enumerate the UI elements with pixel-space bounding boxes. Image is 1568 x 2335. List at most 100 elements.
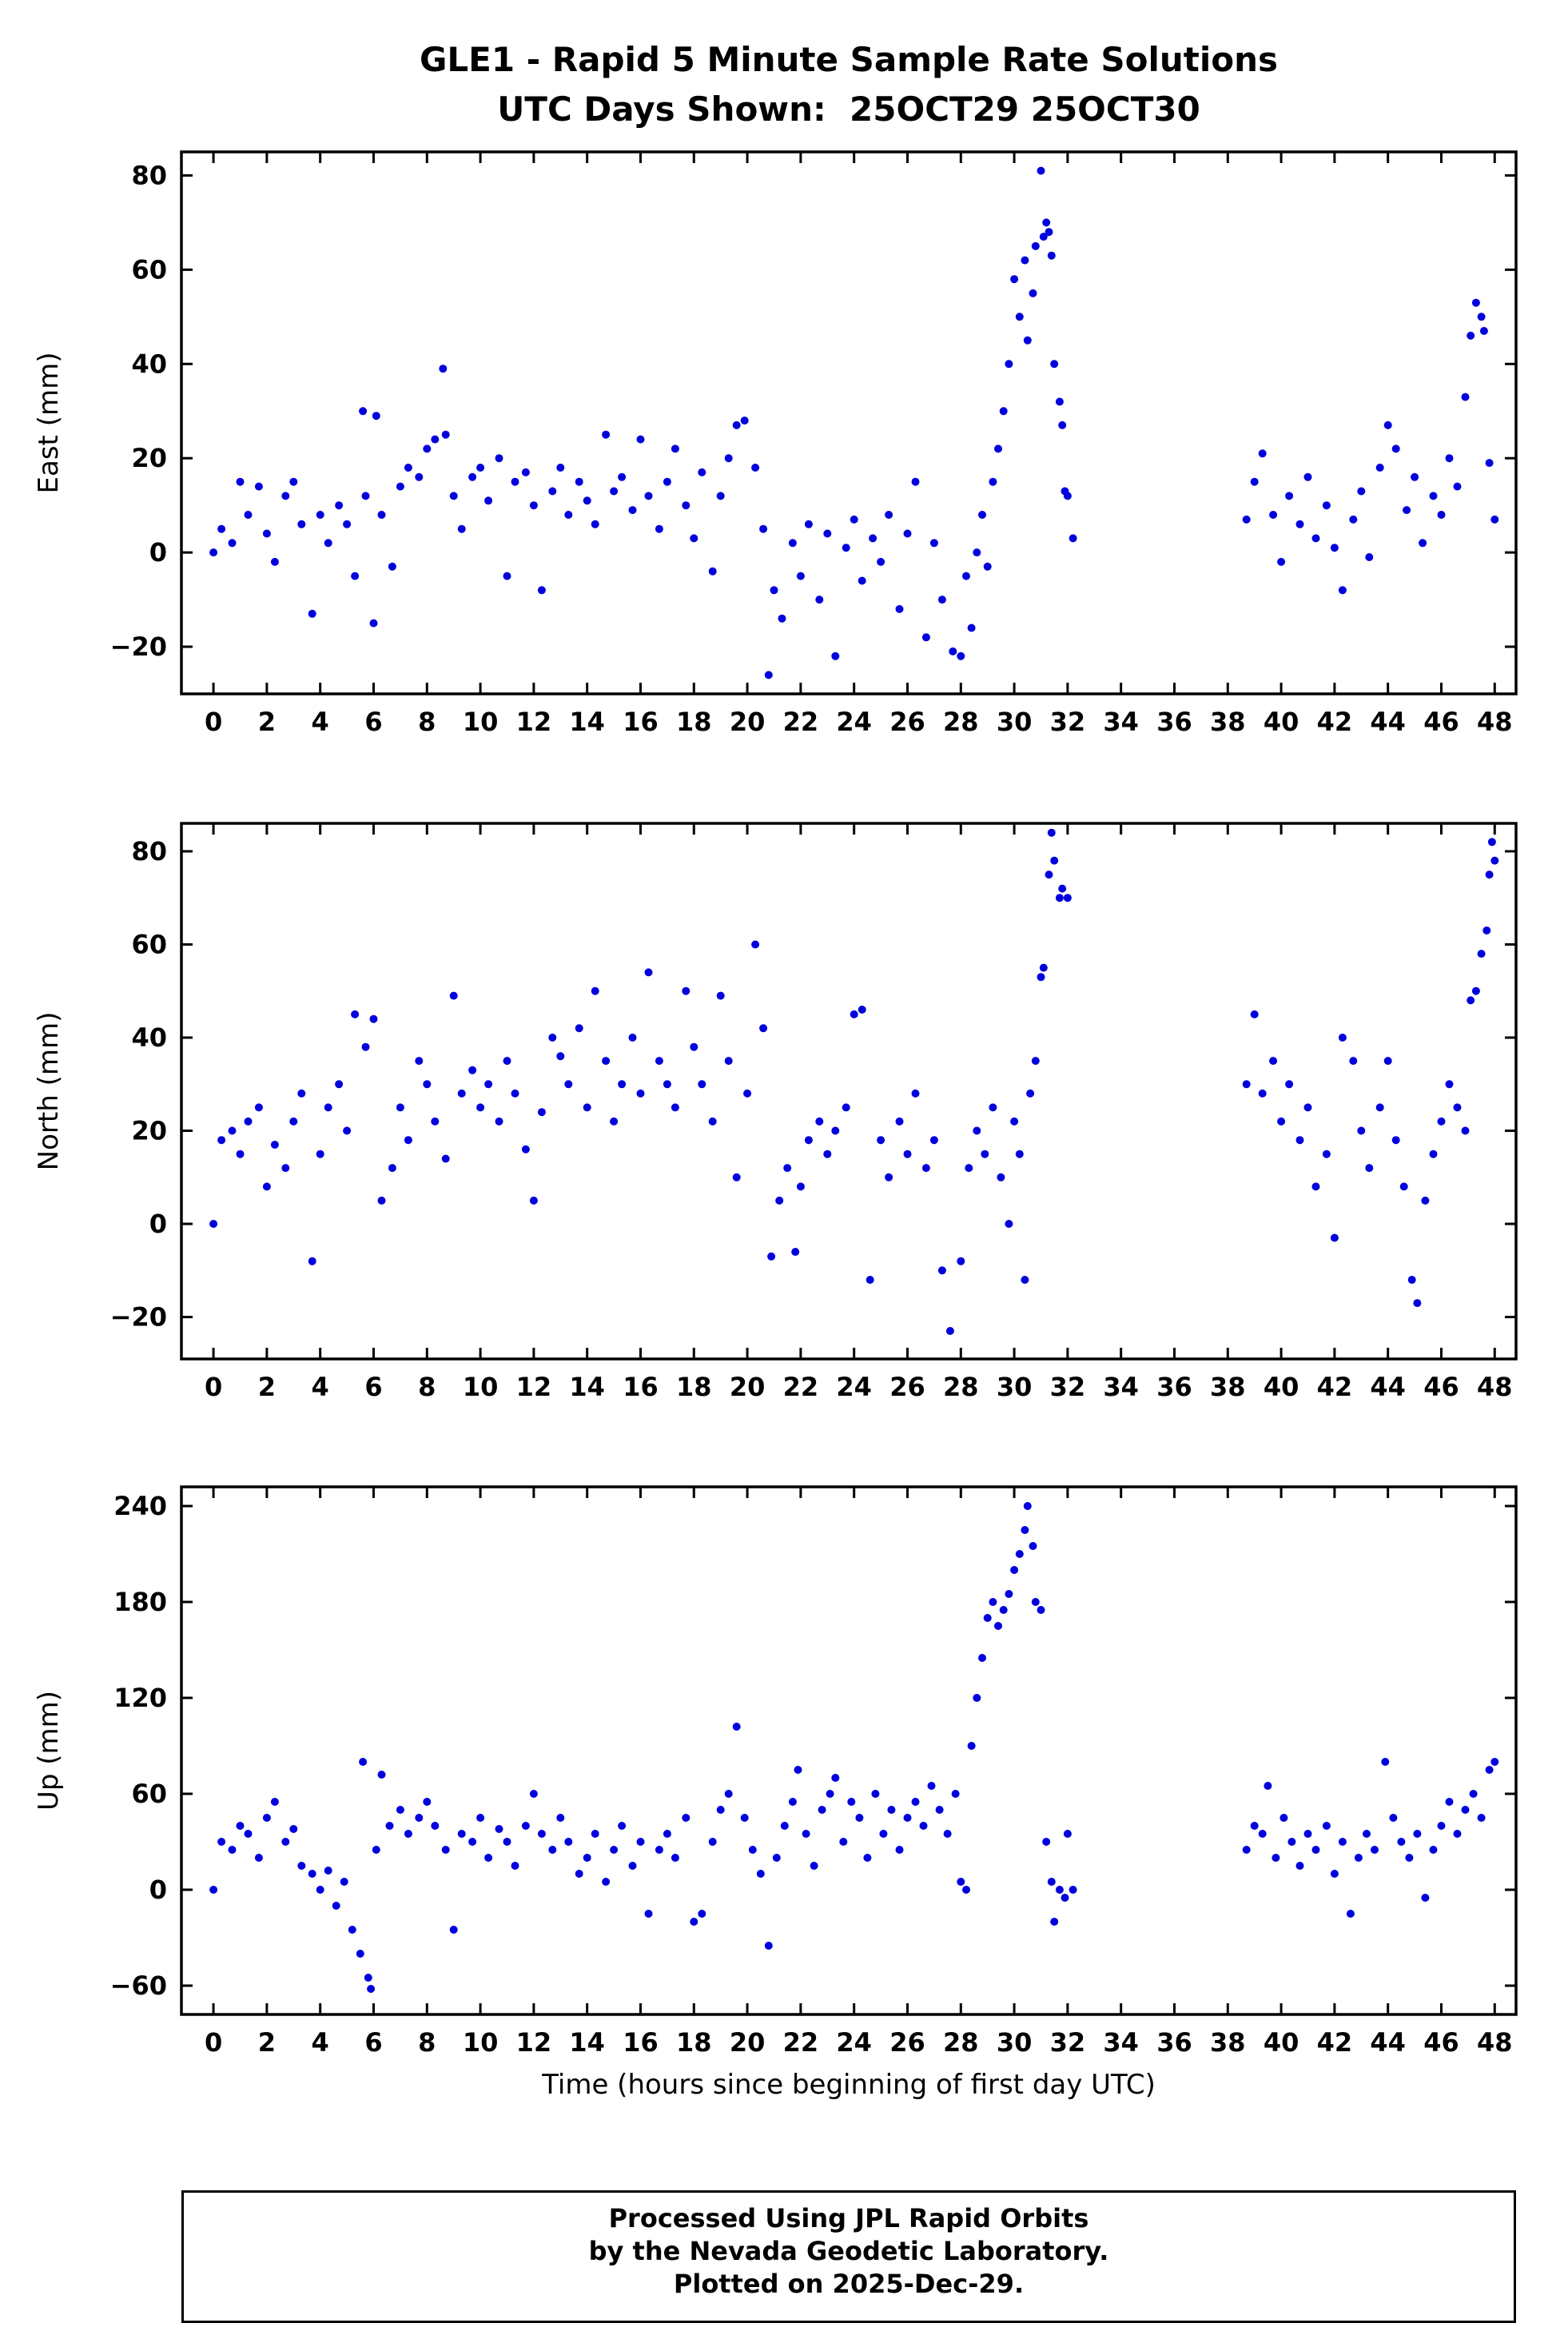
data-point <box>999 407 1008 416</box>
data-point <box>575 1870 583 1878</box>
data-point <box>885 1173 893 1181</box>
data-point <box>495 454 503 463</box>
north-scatter-points <box>209 828 1499 1335</box>
data-point <box>1485 871 1494 879</box>
north-scatter-plot: 0 2 4 6 8 10 12 14 16 18 20 22 24 26 28 30 32 34 36 38 40 42 4… <box>33 822 1518 1402</box>
data-point <box>671 1854 679 1862</box>
east-x-tick-label: 48 <box>1477 707 1513 737</box>
data-point <box>236 477 245 486</box>
data-point <box>484 1854 493 1862</box>
data-point <box>885 511 893 519</box>
north-x-tick-label: 36 <box>1156 1372 1192 1402</box>
east-x-tick-label: 0 <box>205 707 222 737</box>
north-x-tick-label: 2 <box>258 1372 276 1402</box>
data-point <box>618 1080 627 1089</box>
data-point <box>929 539 938 548</box>
data-point <box>989 1103 997 1112</box>
data-point <box>1029 1542 1037 1550</box>
data-point <box>351 1010 360 1018</box>
data-point <box>978 511 986 519</box>
east-x-tick-label: 46 <box>1423 707 1459 737</box>
data-point <box>441 1846 450 1854</box>
east-y-axis-label: East (mm) <box>33 353 65 494</box>
north-x-tick-label: 40 <box>1264 1372 1299 1402</box>
north-x-tick-label: 42 <box>1317 1372 1353 1402</box>
data-point <box>1010 275 1019 284</box>
data-point <box>415 1814 424 1822</box>
data-point <box>476 1814 485 1822</box>
data-point <box>364 1974 372 1982</box>
data-point <box>973 1126 981 1135</box>
data-point <box>1250 1822 1259 1830</box>
data-point <box>1050 1918 1059 1926</box>
data-point <box>388 1164 396 1173</box>
up-x-tick-label: 0 <box>205 2027 222 2058</box>
data-point <box>324 1867 332 1875</box>
data-point <box>716 1806 725 1814</box>
data-point <box>289 1117 298 1126</box>
data-point <box>548 1034 557 1042</box>
data-point <box>1250 477 1259 486</box>
east-x-tick-label: 24 <box>836 707 872 737</box>
data-point <box>1437 1117 1446 1126</box>
data-point <box>602 1878 611 1886</box>
data-point <box>951 1790 960 1798</box>
data-point <box>871 1790 880 1798</box>
data-point <box>1258 1830 1267 1838</box>
data-point <box>935 1806 944 1814</box>
data-point <box>919 1822 928 1830</box>
data-point <box>887 1806 896 1814</box>
data-point <box>404 1830 412 1838</box>
data-point <box>1287 1838 1296 1846</box>
data-point <box>1015 313 1024 321</box>
data-point <box>356 1950 364 1958</box>
data-point <box>1419 539 1427 548</box>
data-point <box>308 1257 316 1265</box>
data-point <box>503 572 511 580</box>
north-x-tick-label: 48 <box>1477 1372 1513 1402</box>
data-point <box>335 1080 344 1089</box>
data-point <box>967 1742 976 1750</box>
data-point <box>903 1150 912 1158</box>
data-point <box>1055 894 1064 903</box>
data-point <box>877 1136 885 1145</box>
north-x-tick-label: 8 <box>418 1372 436 1402</box>
data-point <box>1061 1894 1069 1902</box>
data-point <box>1389 1814 1398 1822</box>
data-point <box>1482 926 1491 934</box>
data-point <box>1037 166 1045 175</box>
data-point <box>372 1846 380 1854</box>
data-point <box>903 529 912 538</box>
data-point <box>1042 1838 1051 1846</box>
data-point <box>396 482 404 491</box>
up-y-tick-label: 120 <box>113 1683 167 1713</box>
data-point <box>1015 1150 1024 1158</box>
data-point <box>423 1798 432 1806</box>
data-point <box>556 1052 565 1061</box>
data-point <box>537 1108 546 1117</box>
data-point <box>537 586 546 595</box>
data-point <box>1461 1126 1470 1135</box>
data-point <box>289 477 298 486</box>
east-x-tick-label: 26 <box>889 707 925 737</box>
data-point <box>1471 986 1480 995</box>
data-point <box>270 1141 279 1149</box>
data-point <box>1357 1126 1366 1135</box>
data-point <box>780 1822 789 1830</box>
data-point <box>794 1766 802 1774</box>
data-point <box>236 1822 245 1830</box>
north-x-tick-label: 10 <box>463 1372 499 1402</box>
data-point <box>1047 251 1056 260</box>
data-point <box>431 1117 440 1126</box>
data-point <box>521 1822 530 1830</box>
data-point <box>1375 1103 1384 1112</box>
data-point <box>1421 1894 1430 1902</box>
data-point <box>1285 492 1294 500</box>
data-point <box>994 444 1002 453</box>
east-x-tick-label: 22 <box>783 707 819 737</box>
data-point <box>1453 1103 1462 1112</box>
data-point <box>1303 1830 1312 1838</box>
data-point <box>962 1886 970 1894</box>
data-point <box>591 986 599 995</box>
